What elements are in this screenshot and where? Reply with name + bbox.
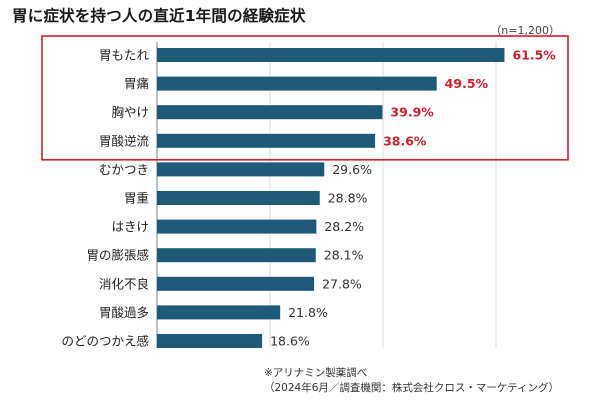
category-label: 胃酸逆流 xyxy=(99,133,150,148)
category-label: 胸やけ xyxy=(111,105,149,120)
category-labels: 胃もたれ胃痛胸やけ胃酸逆流むかつき胃重はきけ胃の膨張感消化不良胃酸過多のどのつか… xyxy=(61,48,149,349)
category-label: のどのつかえ感 xyxy=(61,334,149,349)
highlight-box xyxy=(41,35,569,161)
value-label: 29.6% xyxy=(332,162,372,177)
category-label: はきけ xyxy=(111,219,149,234)
bar xyxy=(157,105,383,120)
category-label: むかつき xyxy=(99,162,149,177)
value-label: 39.9% xyxy=(390,105,434,120)
value-label: 21.8% xyxy=(288,305,328,320)
category-label: 胃痛 xyxy=(124,76,149,91)
value-label: 28.1% xyxy=(324,248,364,263)
value-label: 27.8% xyxy=(322,276,362,291)
sample-size-label: （n=1,200） xyxy=(490,24,560,37)
category-label: 胃重 xyxy=(124,191,149,206)
category-label: 胃もたれ xyxy=(99,48,150,63)
source-note: ※アリナミン製薬調べ xyxy=(264,367,368,379)
value-label: 38.6% xyxy=(383,133,427,148)
value-label: 28.2% xyxy=(324,219,364,234)
category-label: 胃酸過多 xyxy=(99,305,149,320)
survey-note: （2024年6月／調査機関：株式会社クロス・マーケティング） xyxy=(264,382,560,394)
value-labels: 61.5% 49.5% 39.9% 38.6% 29.6% 28.8% 28.2% 28.1%… xyxy=(270,48,556,349)
bar xyxy=(157,133,376,148)
bar xyxy=(157,276,315,291)
value-label: 28.8% xyxy=(328,191,368,206)
category-label: 胃の膨張感 xyxy=(86,248,149,263)
category-label: 消化不良 xyxy=(99,276,149,291)
bar xyxy=(157,162,325,177)
bar xyxy=(157,76,437,91)
bar xyxy=(157,334,263,348)
value-label: 61.5% xyxy=(512,48,556,63)
bar xyxy=(157,219,317,234)
value-label: 18.6% xyxy=(270,334,310,349)
bar xyxy=(157,305,281,320)
bar xyxy=(157,191,320,205)
bars xyxy=(157,48,505,348)
value-label: 49.5% xyxy=(445,76,489,91)
chart-title: 胃に症状を持つ人の直近1年間の経験症状 xyxy=(12,7,306,25)
bar xyxy=(157,248,316,263)
bar xyxy=(157,48,505,62)
